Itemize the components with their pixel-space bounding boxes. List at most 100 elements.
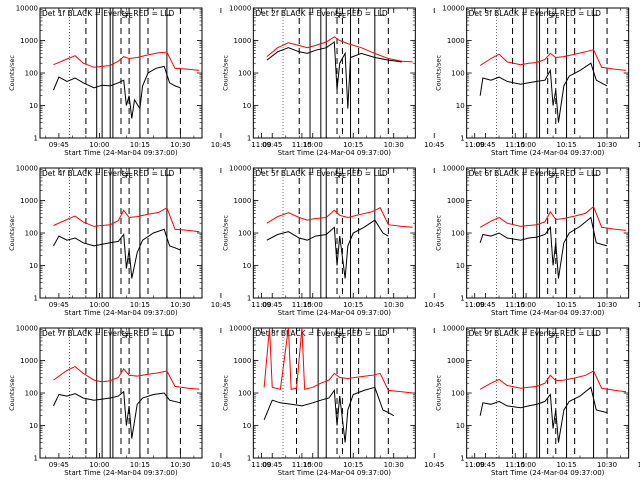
series-lld-line xyxy=(53,206,200,233)
x-tick-label: 10:30 xyxy=(384,301,404,309)
panel-title: Det 9f BLACK = Events, RED = LLD xyxy=(469,329,602,338)
y-tick-label: 1000 xyxy=(234,197,252,205)
x-tick-label: 10:00 xyxy=(303,141,323,149)
x-axis-label: Start Time (24-Mar-04 09:37:00) xyxy=(64,149,178,157)
y-tick-label: 10000 xyxy=(442,165,464,173)
y-tick-label: 10 xyxy=(29,102,38,110)
x-axis-label: Start Time (24-Mar-04 09:37:00) xyxy=(491,309,605,317)
series-events-line xyxy=(266,219,389,279)
x-tick-label: 10:00 xyxy=(516,461,536,469)
series-events-line xyxy=(479,386,608,443)
y-axis-label: Counts/sec xyxy=(8,55,16,91)
x-tick-label: 10:00 xyxy=(89,461,109,469)
x-tick-label: 10:00 xyxy=(303,301,323,309)
marker-e: E xyxy=(129,172,133,180)
x-axis-label: Start Time (24-Mar-04 09:37:00) xyxy=(278,309,392,317)
series-events-line xyxy=(53,390,181,439)
y-tick-label: 100 xyxy=(451,390,464,398)
y-tick-label: 10 xyxy=(456,422,465,430)
x-tick-label: 10:45 xyxy=(211,461,231,469)
y-axis-label: Counts/sec xyxy=(8,375,16,411)
x-tick-label: 10:30 xyxy=(170,461,190,469)
marker-f: F xyxy=(125,172,129,180)
series-lld-line xyxy=(479,370,627,393)
x-tick-label: 10:45 xyxy=(637,301,640,309)
panel-title: Det 4f BLACK = Events, RED = LLD xyxy=(42,169,175,178)
series-lld-line xyxy=(53,51,200,71)
y-axis-label: Counts/sec xyxy=(221,375,229,411)
marker-s: S xyxy=(335,332,340,340)
x-axis-label: Start Time (24-Mar-04 09:37:00) xyxy=(491,469,605,477)
series-lld-line xyxy=(479,49,627,71)
plot-frame xyxy=(252,7,416,139)
marker-e: E xyxy=(555,172,559,180)
y-axis-label: Counts/sec xyxy=(8,215,16,251)
y-tick-label: 100 xyxy=(25,390,38,398)
y-tick-label: 100 xyxy=(238,390,251,398)
y-tick-label: 10000 xyxy=(16,165,38,173)
panel-title: Det 7f BLACK = Events, RED = LLD xyxy=(42,329,175,338)
x-tick-label: 10:00 xyxy=(89,141,109,149)
y-tick-label: 10000 xyxy=(229,165,251,173)
x-tick-label: 10:30 xyxy=(597,141,617,149)
y-tick-label: 1 xyxy=(247,135,251,143)
x-tick-label: 11:15 xyxy=(505,461,525,469)
panel-title: Det 2f BLACK = Events, RED = LLD xyxy=(255,9,388,18)
y-tick-label: 1 xyxy=(460,135,464,143)
x-tick-label: 11:00 xyxy=(251,301,271,309)
y-tick-label: 10 xyxy=(456,262,465,270)
marker-s: S xyxy=(121,332,126,340)
panel-title: Det 5f BLACK = Events, RED = LLD xyxy=(255,169,388,178)
y-axis-label: Counts/sec xyxy=(435,55,443,91)
marker-f: F xyxy=(339,12,343,20)
x-tick-label: 09:45 xyxy=(262,301,282,309)
marker-e: E xyxy=(129,332,133,340)
x-tick-label: 10:45 xyxy=(424,461,444,469)
marker-s: S xyxy=(121,172,126,180)
y-tick-label: 100 xyxy=(25,230,38,238)
series-lld-line xyxy=(479,205,627,231)
y-tick-label: 100 xyxy=(451,70,464,78)
x-tick-label: 10:15 xyxy=(556,301,576,309)
x-tick-label: 10:15 xyxy=(556,461,576,469)
series-events-line xyxy=(263,386,394,443)
x-tick-label: 09:45 xyxy=(49,141,69,149)
y-tick-label: 10 xyxy=(456,102,465,110)
x-tick-label: 10:45 xyxy=(637,141,640,149)
marker-s: S xyxy=(121,12,126,20)
marker-e: E xyxy=(342,332,346,340)
marker-s: S xyxy=(335,12,340,20)
y-tick-label: 100 xyxy=(25,70,38,78)
x-tick-label: 10:00 xyxy=(89,301,109,309)
y-tick-label: 1 xyxy=(460,295,464,303)
panel-title: Det 8f BLACK = Events, RED = LLD xyxy=(255,329,388,338)
series-lld-line xyxy=(266,36,413,63)
y-tick-label: 1 xyxy=(247,295,251,303)
panel-title: Det 1f BLACK = Events, RED = LLD xyxy=(42,9,175,18)
x-tick-label: 10:15 xyxy=(343,141,363,149)
marker-f: F xyxy=(339,172,343,180)
y-tick-label: 1000 xyxy=(447,357,465,365)
x-tick-label: 11:15 xyxy=(292,301,312,309)
y-tick-label: 10 xyxy=(242,422,251,430)
x-tick-label: 09:45 xyxy=(49,301,69,309)
series-lld-line xyxy=(263,327,413,394)
marker-s: S xyxy=(548,172,553,180)
y-tick-label: 10000 xyxy=(229,5,251,13)
marker-s: S xyxy=(548,12,553,20)
y-tick-label: 1 xyxy=(460,455,464,463)
x-tick-label: 09:45 xyxy=(262,141,282,149)
marker-f: F xyxy=(552,332,556,340)
series-lld-line xyxy=(266,207,413,228)
x-tick-label: 10:45 xyxy=(637,461,640,469)
x-tick-label: 10:15 xyxy=(343,461,363,469)
x-tick-label: 10:45 xyxy=(424,141,444,149)
x-tick-label: 10:30 xyxy=(384,461,404,469)
marker-e: E xyxy=(555,332,559,340)
